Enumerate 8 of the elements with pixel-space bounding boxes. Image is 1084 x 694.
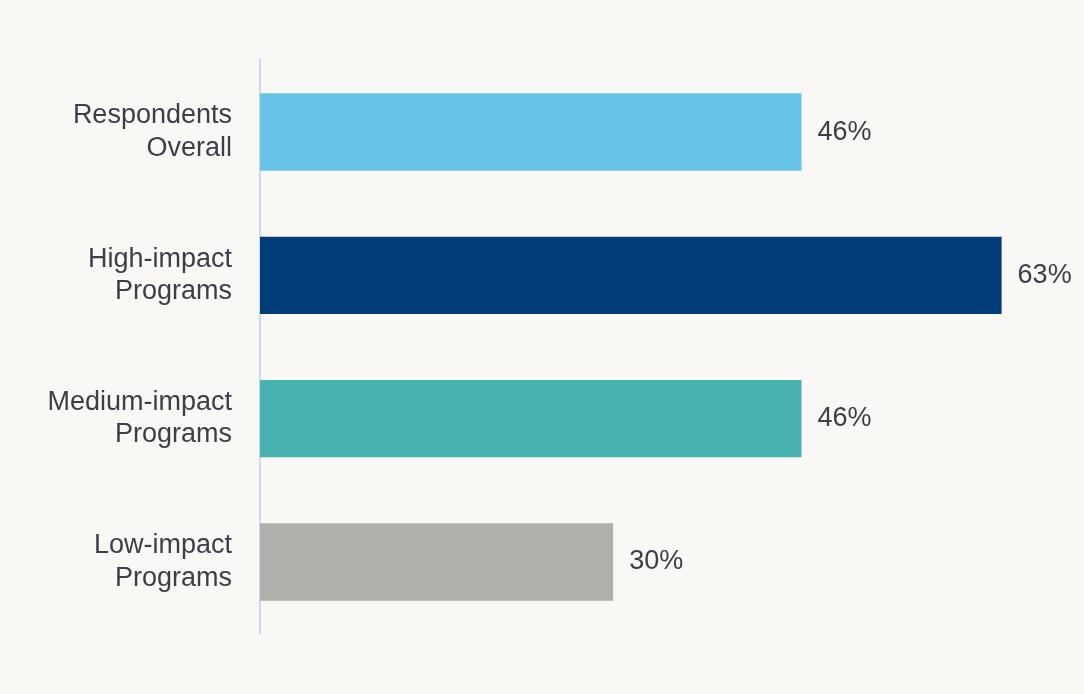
y-tick-label: Medium-impact Programs xyxy=(47,385,233,449)
data-label: 46% xyxy=(817,402,872,433)
data-label: 46% xyxy=(817,115,872,146)
data-label: 63% xyxy=(1017,258,1072,289)
y-tick-label: Respondents Overall xyxy=(72,99,232,162)
y-tick-label: Low-impact Programs xyxy=(93,529,233,592)
data-label: 30% xyxy=(629,545,684,576)
y-tick-label: High-impact Programs xyxy=(87,242,233,305)
